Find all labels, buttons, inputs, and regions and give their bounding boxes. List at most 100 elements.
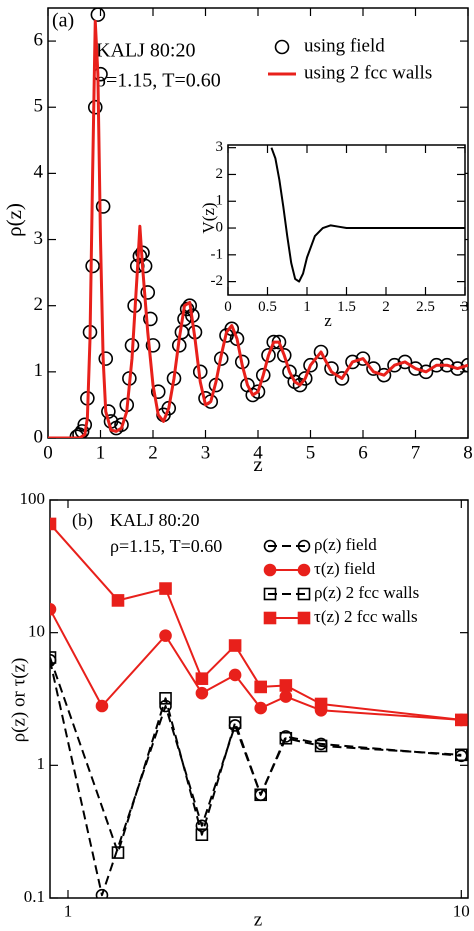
marker bbox=[408, 361, 423, 376]
x-tick-label: 1.5 bbox=[337, 299, 356, 315]
marker bbox=[455, 748, 468, 762]
marker bbox=[313, 344, 329, 360]
panel: 0 0.5 1 1.5 2 2.5 3 -2 -1 0 1 2 3 z V(z) bbox=[199, 139, 469, 330]
marker bbox=[324, 361, 339, 376]
x-tick-label: 2 bbox=[382, 299, 390, 315]
marker bbox=[418, 364, 434, 380]
marker bbox=[95, 888, 109, 898]
marker bbox=[261, 348, 276, 363]
marker bbox=[279, 690, 293, 703]
marker bbox=[366, 361, 381, 376]
y-tick-label: 3 bbox=[34, 228, 44, 249]
marker bbox=[50, 651, 57, 664]
series-line bbox=[50, 657, 462, 854]
marker bbox=[111, 594, 125, 607]
marker bbox=[279, 731, 293, 745]
marker bbox=[159, 692, 172, 705]
marker bbox=[111, 846, 125, 859]
marker bbox=[274, 39, 290, 55]
y-tick-label: -2 bbox=[211, 273, 224, 289]
annotation: (a) bbox=[52, 10, 74, 32]
series bbox=[50, 651, 468, 859]
marker bbox=[195, 686, 209, 700]
marker bbox=[263, 563, 277, 577]
x-axis-label: z bbox=[324, 311, 332, 330]
y-tick-label: 1 bbox=[34, 360, 44, 381]
annotation: KALJ 80:20 bbox=[110, 510, 200, 530]
legend-label: using 2 fcc walls bbox=[304, 62, 432, 83]
y-tick-label: 5 bbox=[34, 96, 44, 117]
annotation: ρ=1.15, T=0.60 bbox=[96, 70, 221, 92]
annotation: (b) bbox=[72, 510, 93, 531]
legend-label: τ(z) field bbox=[314, 559, 376, 578]
marker bbox=[50, 517, 57, 531]
marker bbox=[297, 371, 313, 386]
y-tick-label: 6 bbox=[34, 29, 44, 50]
series-line bbox=[270, 147, 465, 283]
marker bbox=[303, 357, 318, 373]
marker bbox=[228, 716, 242, 729]
marker bbox=[255, 367, 271, 383]
marker bbox=[145, 338, 161, 353]
series-line bbox=[48, 19, 468, 438]
legend-label: ρ(z) field bbox=[314, 535, 377, 554]
plot-area bbox=[227, 144, 466, 296]
marker bbox=[455, 713, 468, 727]
legend-label: ρ(z) 2 fcc walls bbox=[314, 583, 419, 602]
series bbox=[50, 517, 468, 727]
marker bbox=[279, 679, 293, 692]
marker bbox=[263, 539, 277, 553]
x-tick-label: 2.5 bbox=[416, 299, 435, 315]
x-tick-label: 1 bbox=[303, 299, 311, 315]
y-axis-label: ρ(z) or τ(z) bbox=[8, 658, 29, 743]
x-tick-label: 1 bbox=[64, 901, 73, 920]
marker bbox=[297, 563, 311, 577]
annotation: KALJ 80:20 bbox=[96, 40, 195, 62]
marker bbox=[95, 699, 109, 713]
marker bbox=[297, 611, 311, 625]
panel: 1 10 0.1 1 10 100 z ρ(z) or τ(z) (b) KALJ 80:20 ρ=… bbox=[8, 489, 469, 930]
marker bbox=[314, 697, 328, 711]
y-tick-label: 100 bbox=[20, 489, 46, 508]
marker bbox=[150, 384, 166, 399]
y-tick-label: 3 bbox=[216, 139, 224, 155]
marker bbox=[159, 582, 172, 595]
series bbox=[48, 19, 468, 438]
y-tick-label: 2 bbox=[216, 166, 224, 182]
plot-area bbox=[49, 499, 469, 899]
marker bbox=[143, 311, 158, 327]
marker bbox=[397, 354, 413, 370]
y-tick-label: 0.1 bbox=[24, 887, 45, 906]
marker bbox=[450, 361, 465, 376]
x-tick-label: 7 bbox=[411, 443, 421, 464]
x-tick-label: 0 bbox=[224, 299, 232, 315]
marker bbox=[228, 639, 242, 652]
marker bbox=[228, 668, 242, 682]
marker bbox=[195, 828, 209, 842]
x-tick-label: 0.5 bbox=[258, 299, 277, 315]
y-tick-label: 0 bbox=[34, 426, 44, 447]
annotation: ρ=1.15, T=0.60 bbox=[110, 536, 222, 556]
marker bbox=[98, 351, 114, 366]
y-axis-label: V(z) bbox=[199, 202, 218, 233]
y-tick-label: 4 bbox=[34, 162, 44, 183]
y-tick-label: 0 bbox=[216, 219, 224, 235]
series-line bbox=[50, 659, 462, 897]
x-axis-label: z bbox=[254, 909, 262, 930]
x-tick-label: 5 bbox=[306, 443, 316, 464]
series bbox=[270, 147, 465, 283]
y-tick-label: -1 bbox=[211, 246, 224, 262]
x-tick-label: 2 bbox=[148, 443, 158, 464]
legend-label: using field bbox=[304, 35, 385, 56]
legend-label: τ(z) 2 fcc walls bbox=[314, 607, 418, 626]
marker bbox=[195, 672, 209, 685]
marker bbox=[114, 417, 129, 433]
marker bbox=[50, 603, 57, 616]
marker bbox=[355, 351, 371, 366]
x-tick-label: 1 bbox=[96, 443, 106, 464]
marker bbox=[159, 629, 172, 642]
y-tick-label: 1 bbox=[37, 754, 46, 773]
x-tick-label: 10 bbox=[453, 901, 470, 920]
y-tick-label: 2 bbox=[34, 294, 44, 315]
